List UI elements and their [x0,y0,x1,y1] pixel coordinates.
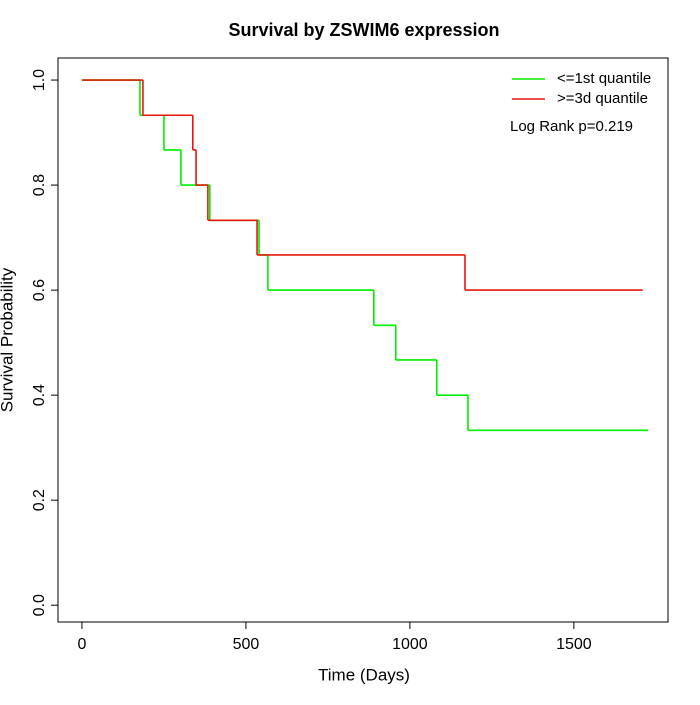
x-tick-label: 500 [233,636,260,653]
y-tick-label: 0.6 [31,279,48,301]
x-tick-label: 1000 [392,636,428,653]
y-tick-label: 0.2 [31,489,48,511]
x-tick-label: 0 [77,636,86,653]
x-tick-label: 1500 [556,636,592,653]
y-tick-label: 0.8 [31,174,48,196]
plot-frame [57,57,669,623]
chart-title: Survival by ZSWIM6 expression [228,20,499,40]
y-tick-label: 0.0 [31,594,48,616]
annotation: Log Rank p=0.219 [510,118,633,135]
y-tick-label: 0.4 [31,384,48,406]
y-tick-label: 1.0 [31,69,48,91]
legend-label: >=3d quantile [557,90,648,107]
y-axis-label: Survival Probability [0,267,16,412]
x-axis-label: Time (Days) [318,665,410,684]
legend-label: <=1st quantile [557,70,651,87]
